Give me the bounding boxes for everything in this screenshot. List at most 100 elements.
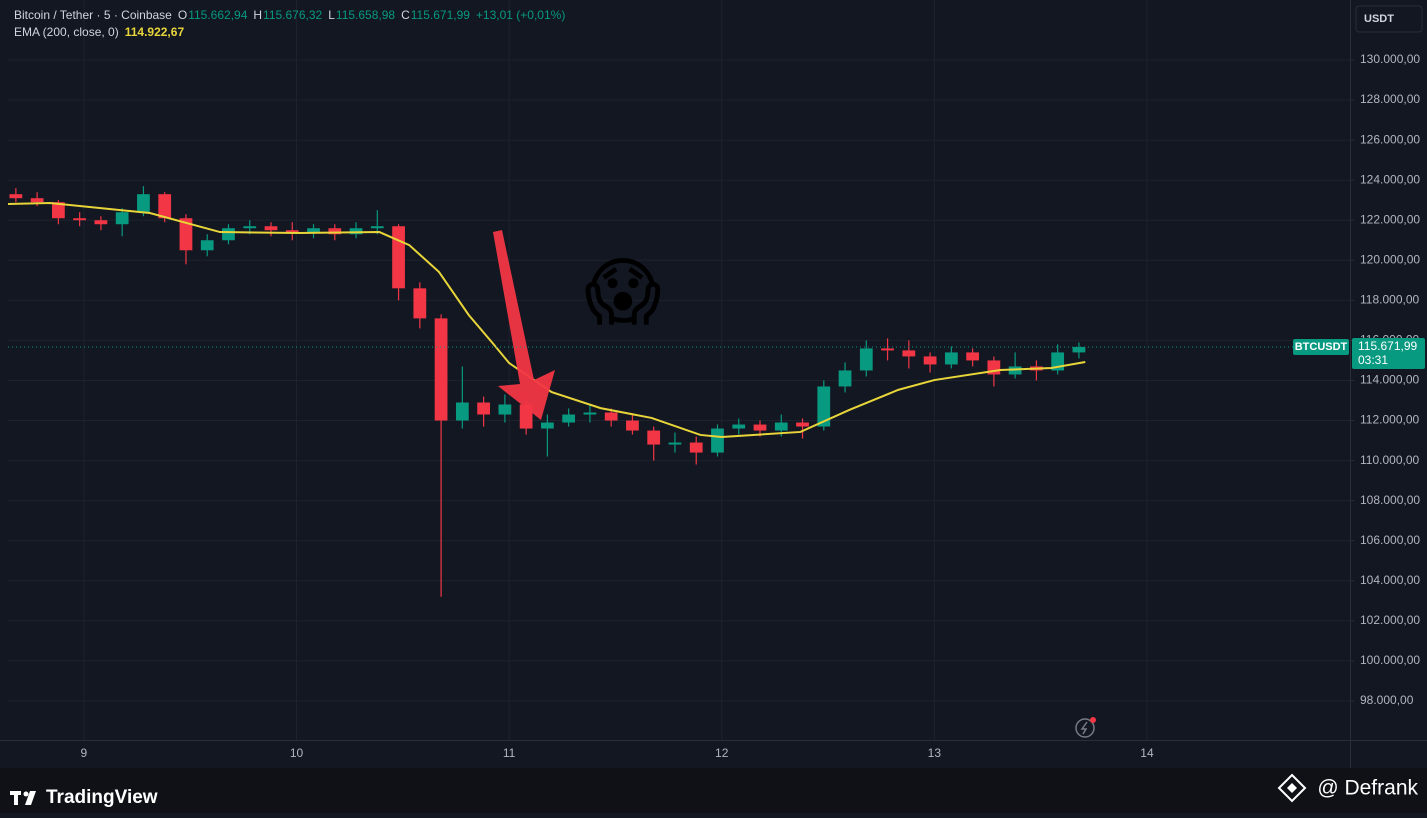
candle-body — [392, 226, 405, 289]
candle-body — [562, 414, 576, 423]
candle-body — [307, 228, 320, 233]
y-tick-label: 104.000,00 — [1360, 573, 1420, 587]
candle-body — [626, 420, 639, 431]
ohlc-value: 115.676,32 — [263, 8, 322, 22]
candle-body — [541, 422, 554, 429]
candle-body — [200, 240, 214, 251]
brand: TradingView — [46, 787, 158, 808]
ohlc-label: O — [178, 8, 187, 22]
candle-body — [285, 230, 299, 233]
emoji-annotation: 😱 — [584, 251, 661, 334]
candle-body — [434, 318, 448, 421]
candle-body — [668, 442, 682, 445]
candle-body — [73, 218, 87, 221]
candle-body — [243, 226, 257, 229]
candle-body — [222, 228, 235, 241]
candle-body — [264, 226, 278, 231]
x-tick-label: 11 — [503, 746, 516, 760]
candle-body — [137, 194, 150, 213]
notification-dot — [1090, 717, 1096, 723]
y-tick-label: 120.000,00 — [1360, 252, 1420, 266]
x-tick-label: 13 — [928, 746, 942, 760]
arrow-annotation — [493, 230, 555, 420]
candle-body — [732, 424, 746, 429]
candle-body — [455, 402, 469, 421]
tradingview-logo — [10, 791, 36, 805]
candle-body — [370, 226, 384, 229]
candle-body — [179, 218, 193, 251]
price-tag — [1352, 337, 1425, 369]
candle-body — [859, 348, 873, 371]
candle-body — [1072, 346, 1086, 353]
ohlc-label: H — [253, 8, 262, 22]
symbol-tag-label: BTCUSDT — [1295, 341, 1348, 353]
watermark: @ Defrank — [1317, 777, 1418, 800]
logo-part — [25, 791, 36, 805]
logo-part — [1277, 773, 1307, 803]
candle-body — [774, 422, 788, 431]
candle-body — [923, 356, 937, 365]
y-tick-label: 128.000,00 — [1360, 92, 1420, 106]
candle-body — [115, 212, 129, 225]
countdown: 03:31 — [1358, 353, 1388, 367]
ohlc-value: 115.662,94 — [188, 8, 247, 22]
y-tick-label: 124.000,00 — [1360, 172, 1420, 186]
candle-body — [52, 202, 65, 219]
defrank-logo — [1277, 773, 1307, 803]
candle-body — [30, 198, 44, 203]
marks — [7, 186, 1086, 597]
candle-body — [944, 352, 958, 365]
x-tick-label: 9 — [81, 746, 88, 760]
replay-icon-bolt — [1080, 721, 1088, 735]
candle-body — [817, 386, 831, 427]
y-tick-label: 102.000,00 — [1360, 613, 1420, 627]
candle-body — [838, 370, 852, 387]
candle-body — [881, 348, 894, 351]
y-tick-label: 118.000,00 — [1360, 293, 1419, 307]
candle-body — [328, 228, 342, 235]
logo-part — [23, 791, 29, 797]
x-tick-label: 10 — [290, 746, 304, 760]
y-tick-label: 112.000,00 — [1360, 413, 1419, 427]
y-tick-label: 98.000,00 — [1360, 693, 1414, 707]
symbol-title: Bitcoin / Tether · 5 · Coinbase — [14, 8, 172, 22]
candle-body — [604, 412, 618, 421]
candle-body — [647, 430, 661, 445]
currency-button[interactable] — [1355, 5, 1423, 33]
y-tick-label: 122.000,00 — [1360, 212, 1420, 226]
logo-part — [14, 791, 18, 805]
candle-body — [413, 288, 427, 319]
ohlc-value: 115.671,99 — [411, 8, 470, 22]
y-tick-label: 114.000,00 — [1360, 373, 1419, 387]
candle-body — [966, 352, 979, 361]
y-tick-label: 108.000,00 — [1360, 493, 1420, 507]
y-tick-label: 106.000,00 — [1360, 533, 1420, 547]
ohlc-label: L — [328, 8, 335, 22]
x-tick-label: 14 — [1140, 746, 1154, 760]
candle-body — [349, 228, 363, 235]
candle-body — [94, 220, 108, 225]
candle-body — [689, 442, 703, 453]
change: +13,01 (+0,01%) — [476, 8, 565, 22]
y-tick-label: 126.000,00 — [1360, 132, 1420, 146]
candle-body — [711, 428, 724, 453]
ema-legend: EMA (200, close, 0) — [14, 25, 119, 39]
ema-line — [7, 202, 1086, 438]
y-tick-label: 110.000,00 — [1360, 453, 1419, 467]
symbol-tag — [1293, 338, 1349, 355]
y-tick-label: 100.000,00 — [1360, 653, 1420, 667]
ohlc-value: 115.658,98 — [336, 8, 395, 22]
candle-body — [796, 422, 809, 427]
currency-label[interactable]: USDT — [1364, 13, 1394, 25]
ohlc-label: C — [401, 8, 410, 22]
ema-value: 114.922,67 — [125, 25, 185, 39]
legend: Bitcoin / Tether · 5 · Coinbase EMA (200… — [14, 8, 184, 39]
candle-body — [753, 424, 767, 431]
replay-icon[interactable] — [1075, 718, 1095, 738]
x-tick-label: 12 — [715, 746, 729, 760]
logo-part — [1287, 783, 1297, 793]
candle-body — [583, 412, 597, 415]
